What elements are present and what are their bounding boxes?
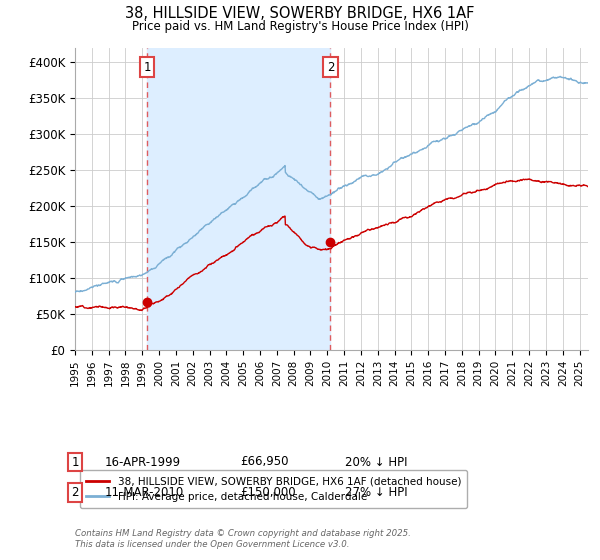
Text: 20% ↓ HPI: 20% ↓ HPI <box>345 455 407 469</box>
Text: £150,000: £150,000 <box>240 486 296 500</box>
Text: 11-MAR-2010: 11-MAR-2010 <box>105 486 184 500</box>
Text: Price paid vs. HM Land Registry's House Price Index (HPI): Price paid vs. HM Land Registry's House … <box>131 20 469 32</box>
Bar <box>147 48 331 350</box>
Text: 27% ↓ HPI: 27% ↓ HPI <box>345 486 407 500</box>
Legend: 38, HILLSIDE VIEW, SOWERBY BRIDGE, HX6 1AF (detached house), HPI: Average price,: 38, HILLSIDE VIEW, SOWERBY BRIDGE, HX6 1… <box>80 470 467 508</box>
Text: Contains HM Land Registry data © Crown copyright and database right 2025.
This d: Contains HM Land Registry data © Crown c… <box>75 529 411 549</box>
Text: 2: 2 <box>327 60 334 74</box>
Text: 1: 1 <box>143 60 151 74</box>
Text: £66,950: £66,950 <box>240 455 289 469</box>
Text: 16-APR-1999: 16-APR-1999 <box>105 455 181 469</box>
Text: 38, HILLSIDE VIEW, SOWERBY BRIDGE, HX6 1AF: 38, HILLSIDE VIEW, SOWERBY BRIDGE, HX6 1… <box>125 6 475 21</box>
Text: 2: 2 <box>71 486 79 500</box>
Text: 1: 1 <box>71 455 79 469</box>
